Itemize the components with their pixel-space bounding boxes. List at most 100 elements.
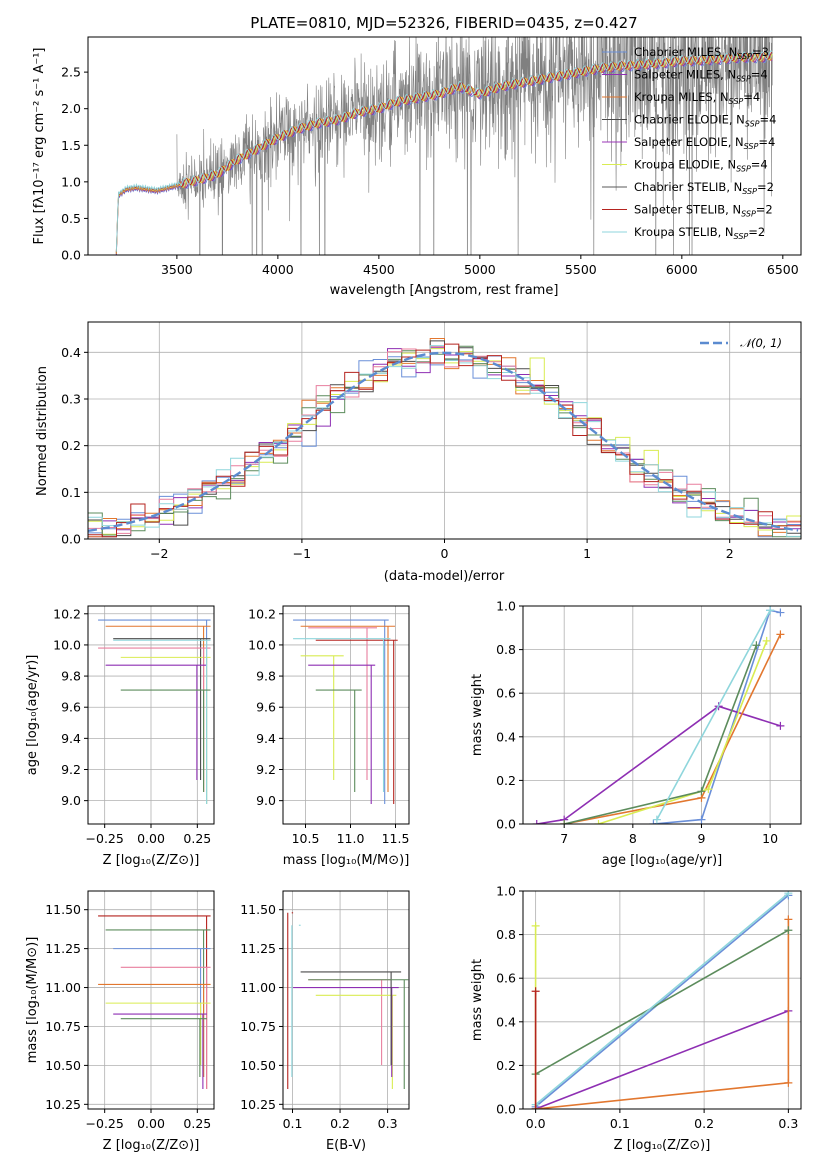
x-tick-label: 0.2 xyxy=(694,1116,714,1131)
x-tick-label: 5500 xyxy=(565,262,597,277)
residual-xlabel: (data-model)/error xyxy=(384,569,505,584)
legend-label: Chabrier ELODIE, NSSP=4 xyxy=(634,113,776,129)
y-tick-label: 10.2 xyxy=(53,606,81,621)
y-tick-label: 0.8 xyxy=(496,642,516,657)
x-tick-label: 0.1 xyxy=(283,1116,303,1131)
plus-marker xyxy=(531,921,540,930)
x-tick-label: 2 xyxy=(726,546,734,561)
legend-label: Kroupa ELODIE, NSSP=4 xyxy=(634,158,768,174)
x-tick-label: −0.25 xyxy=(86,1116,124,1131)
x-tick-label: 6000 xyxy=(666,262,698,277)
age-vs-metallicity-panel: −0.25 0.00 0.25 9.0 9.2 9.4 9.6 9.8 10.0 10.2 Z [l… xyxy=(25,605,215,868)
x-tick-label: −1 xyxy=(293,546,311,561)
panel-xlabel: Z [log₁₀(Z/Z⊙)] xyxy=(103,853,200,868)
plus-marker xyxy=(704,785,713,794)
mass-vs-ebv-panel: 0.1 0.2 0.3 11.50 11.25 11.00 10.75 10.50 10.25 E… xyxy=(240,890,410,1153)
gaussian-reference-line xyxy=(88,351,799,532)
y-tick-label: 0.2 xyxy=(61,438,81,453)
y-tick-label: 9.0 xyxy=(61,793,81,808)
model-spectrum-line xyxy=(115,50,773,253)
axes-frame xyxy=(522,890,802,1110)
x-tick-label: 10.5 xyxy=(292,831,320,846)
plus-marker xyxy=(784,1078,793,1087)
panel-xlabel: E(B-V) xyxy=(326,1138,366,1153)
histograms xyxy=(88,338,801,538)
residual-legend: 𝒩(0, 1) xyxy=(700,336,782,350)
axes-frame xyxy=(522,605,802,825)
x-tick-label: 3500 xyxy=(161,262,193,277)
legend-label: Chabrier MILES, NSSP=3 xyxy=(634,45,769,61)
x-tick-label: 9 xyxy=(697,831,705,846)
weight-line xyxy=(535,894,789,1108)
x-tick-label: 0.25 xyxy=(183,1116,211,1131)
x-tick-label: 4500 xyxy=(363,262,395,277)
plus-marker xyxy=(531,1105,540,1109)
marks xyxy=(98,915,211,1089)
x-tick-label: 0.3 xyxy=(378,1116,398,1131)
x-tick-label: 0.2 xyxy=(330,1116,350,1131)
x-tick-label: 0 xyxy=(441,546,449,561)
x-tick-label: 0.00 xyxy=(137,831,165,846)
x-tick-label: 1 xyxy=(583,546,591,561)
spectrum-xlabel: wavelength [Angstrom, rest frame] xyxy=(330,283,559,298)
axes-frame xyxy=(282,605,410,825)
y-tick-label: 0.2 xyxy=(496,1058,516,1073)
y-tick-label: 10.50 xyxy=(45,1058,81,1073)
y-tick-label: 1.0 xyxy=(61,174,81,189)
x-tick-label: −2 xyxy=(150,546,168,561)
observed-spectrum-line xyxy=(176,37,773,255)
x-tick-label: 10 xyxy=(762,831,778,846)
residual-panel: −2 −1 0 1 2 0.0 0.1 0.2 0.3 0.4 (data-model)/erro… xyxy=(35,321,802,584)
x-tick-label: −0.25 xyxy=(86,831,124,846)
plus-marker xyxy=(652,815,661,824)
plus-marker xyxy=(776,608,785,617)
x-tick-label: 7 xyxy=(560,831,568,846)
legend-label: 𝒩(0, 1) xyxy=(740,336,782,350)
y-tick-label: 2.5 xyxy=(61,65,81,80)
residual-frame xyxy=(87,321,802,540)
plus-marker xyxy=(776,721,785,730)
y-tick-label: 9.2 xyxy=(256,762,276,777)
y-tick-label: 0.0 xyxy=(496,817,516,832)
y-tick-label: 9.2 xyxy=(61,762,81,777)
legend-label: Kroupa STELIB, NSSP=2 xyxy=(634,225,765,241)
weight-line xyxy=(564,644,758,824)
y-tick-label: 1.5 xyxy=(61,138,81,153)
y-tick-label: 0.0 xyxy=(496,1102,516,1117)
weight-line xyxy=(536,705,781,824)
spectrum-lines xyxy=(115,37,773,255)
panel-ylabel: age [log₁₀(age/yr)] xyxy=(25,655,40,776)
y-tick-label: 0.0 xyxy=(61,532,81,547)
y-tick-label: 10.25 xyxy=(240,1097,276,1112)
y-tick-label: 10.75 xyxy=(45,1019,81,1034)
plus-marker xyxy=(784,926,793,935)
x-tick-label: 11.5 xyxy=(382,831,410,846)
spectrum-title: PLATE=0810, MJD=52326, FIBERID=0435, z=0… xyxy=(250,14,637,32)
y-tick-label: 10.0 xyxy=(248,637,276,652)
axes-frame xyxy=(282,890,410,1110)
x-tick-label: 4000 xyxy=(262,262,294,277)
y-tick-label: 2.0 xyxy=(61,101,81,116)
x-tick-label: 8 xyxy=(629,831,637,846)
x-tick-label: 0.1 xyxy=(610,1116,630,1131)
y-tick-label: 0.1 xyxy=(61,485,81,500)
marks xyxy=(293,619,398,804)
y-tick-label: 9.6 xyxy=(61,700,81,715)
y-tick-label: 0.6 xyxy=(496,971,516,986)
weight-line xyxy=(535,919,790,1109)
axes-frame xyxy=(87,605,215,825)
y-tick-label: 0.5 xyxy=(61,211,81,226)
y-tick-label: 9.0 xyxy=(256,793,276,808)
y-tick-label: 11.00 xyxy=(240,980,276,995)
weight-line xyxy=(535,892,789,1106)
legend-label: Salpeter ELODIE, NSSP=4 xyxy=(634,135,775,151)
axes-frame xyxy=(87,890,215,1110)
y-tick-label: 0.2 xyxy=(496,773,516,788)
age-vs-mass-panel: 10.5 11.0 11.5 9.0 9.2 9.4 9.6 9.8 10.0 10.2 mass … xyxy=(248,605,410,868)
spectrum-panel: PLATE=0810, MJD=52326, FIBERID=0435, z=0… xyxy=(32,14,802,298)
y-tick-label: 0.4 xyxy=(496,1014,516,1029)
y-tick-label: 0.4 xyxy=(496,729,516,744)
y-tick-label: 0.6 xyxy=(496,686,516,701)
panel-ylabel: mass weight xyxy=(470,674,485,756)
plus-marker xyxy=(532,820,541,824)
